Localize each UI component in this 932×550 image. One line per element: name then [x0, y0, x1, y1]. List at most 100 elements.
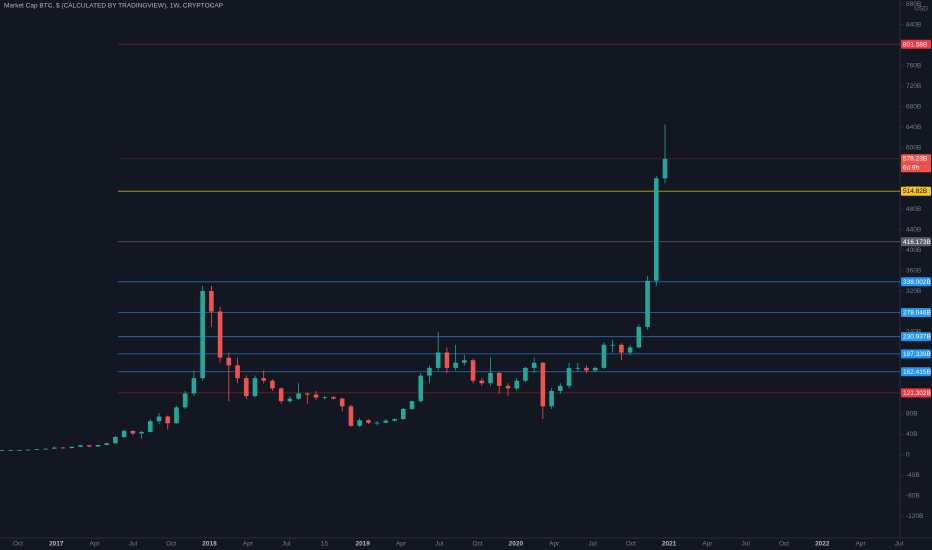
candle-body — [627, 347, 633, 353]
candle-body — [418, 375, 424, 402]
candle-body — [0, 450, 5, 452]
level-label: 416.173B — [903, 239, 931, 246]
level-label-box — [901, 388, 931, 398]
level-label: 801.58B — [903, 41, 927, 48]
y-tick-label: -40B — [906, 472, 920, 479]
y-tick-label: 480B — [906, 206, 921, 213]
candle-body — [383, 420, 389, 423]
candle-body — [653, 178, 659, 281]
x-tick-label: Oct — [166, 541, 176, 548]
candle-body — [305, 393, 310, 395]
x-tick-label: 2022 — [815, 541, 830, 548]
countdown-box — [901, 163, 931, 173]
candle-body — [531, 362, 537, 368]
candle-body — [566, 367, 572, 386]
candle-body — [584, 367, 589, 371]
candle-body — [174, 407, 179, 424]
level-label-box — [901, 154, 931, 164]
y-tick-label: 640B — [906, 124, 921, 131]
candle-body — [601, 344, 607, 368]
x-tick-label: Apr — [702, 541, 713, 548]
y-tick-label: 40B — [906, 431, 918, 438]
candle-body — [523, 367, 528, 381]
candle-body — [636, 326, 642, 348]
candle-body — [78, 445, 83, 447]
countdown-label: 6d 9h — [903, 165, 920, 172]
candle-body — [243, 378, 249, 397]
x-tick-label: 2021 — [662, 541, 677, 548]
candle-body — [558, 385, 563, 391]
candle-body — [113, 437, 118, 444]
candle-body — [462, 360, 467, 363]
candle-body — [252, 378, 258, 397]
y-tick-label: 720B — [906, 83, 921, 90]
candle-body — [409, 401, 415, 409]
level-label-box — [901, 237, 931, 247]
candle-body — [575, 367, 581, 369]
candle-body — [505, 385, 511, 389]
level-label-box — [901, 367, 931, 377]
y-tick-label: 840B — [906, 21, 921, 28]
candle-body — [69, 446, 75, 449]
candle-body — [496, 373, 502, 386]
candle-body — [261, 378, 267, 381]
candle-body — [121, 430, 127, 438]
x-tick-label: Apr — [396, 541, 407, 548]
candle-body — [191, 378, 197, 394]
candle-body — [278, 388, 284, 402]
candle-body — [313, 394, 319, 398]
y-tick-label: 0 — [906, 452, 910, 459]
level-label: 162.415B — [903, 369, 931, 376]
candle-body — [34, 449, 40, 450]
level-label: 121.302B — [903, 390, 931, 397]
x-tick-label: Jul — [895, 541, 904, 548]
candle-body — [488, 373, 493, 384]
candle-body — [400, 408, 406, 420]
level-label-box — [901, 277, 931, 287]
level-label: 578.23B — [903, 156, 927, 163]
candle-body — [374, 422, 380, 424]
y-tick-label: 600B — [906, 144, 921, 151]
x-tick-label: 2018 — [202, 541, 217, 548]
x-tick-label: Apr — [243, 541, 254, 548]
candle-body — [200, 291, 205, 379]
candle-body — [348, 406, 354, 426]
level-label: 230.937B — [903, 334, 931, 341]
x-tick-label: 2019 — [355, 541, 370, 548]
level-label-box — [901, 308, 931, 318]
candle-body — [209, 291, 214, 312]
candle-body — [549, 390, 554, 407]
candle-body — [662, 158, 668, 179]
x-tick-label: Apr — [90, 541, 101, 548]
x-tick-label: 2020 — [509, 541, 524, 548]
y-tick-label: 80B — [906, 411, 918, 418]
y-tick-label: 400B — [906, 247, 921, 254]
candle-body — [17, 449, 22, 451]
candle-body — [217, 311, 223, 358]
candle-body — [619, 344, 624, 353]
x-tick-label: 15 — [321, 541, 329, 548]
x-tick-label: Oct — [13, 541, 23, 548]
candle-body — [43, 448, 48, 450]
candle-body — [322, 397, 328, 398]
x-tick-label: Oct — [626, 541, 636, 548]
y-tick-label: -80B — [906, 493, 920, 500]
candle-body — [8, 450, 14, 451]
currency-label: USD — [914, 6, 928, 13]
candle-body — [25, 449, 31, 451]
candle-body — [235, 365, 240, 379]
candle-body — [540, 362, 546, 407]
x-tick-label: Oct — [473, 541, 483, 548]
chart-title: Market Cap BTC, $ (CALCULATED BY TRADING… — [4, 3, 223, 10]
candle-body — [104, 443, 109, 446]
candle-body — [331, 397, 336, 399]
x-tick-label: Jul — [435, 541, 444, 548]
candle-body — [610, 344, 615, 346]
y-tick-label: 680B — [906, 103, 921, 110]
candle-body — [139, 431, 144, 434]
x-tick-label: Jul — [588, 541, 597, 548]
candle-body — [95, 445, 101, 447]
candle-body — [156, 416, 162, 422]
x-tick-label: Jul — [282, 541, 291, 548]
